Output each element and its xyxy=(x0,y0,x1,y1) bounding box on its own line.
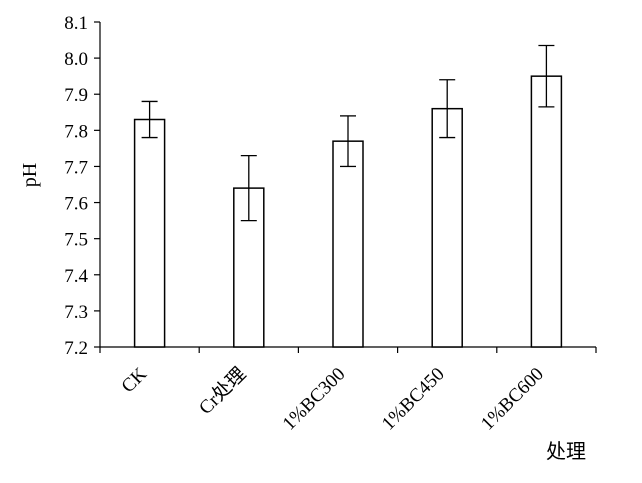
error-bar-2 xyxy=(340,115,356,168)
x-tick-label: 1%BC600 xyxy=(477,364,548,435)
bar-0 xyxy=(133,118,166,348)
y-axis-label: pH xyxy=(19,163,41,187)
y-tick-label: 7.5 xyxy=(64,230,88,251)
x-tick-label: CK xyxy=(118,363,152,397)
y-tick-label: 7.2 xyxy=(64,338,88,359)
x-axis-ticks: CK Cr处理 1%BC300 1%BC450 1%BC600 xyxy=(99,347,597,435)
y-tick-label: 8.1 xyxy=(64,13,88,34)
y-tick-label: 7.4 xyxy=(64,266,88,287)
error-bar-3 xyxy=(439,79,456,139)
error-bar-0 xyxy=(141,100,158,139)
x-axis-label: 处理 xyxy=(546,440,586,463)
y-tick-label: 7.7 xyxy=(64,157,88,178)
bar-4 xyxy=(530,75,563,348)
x-tick-label: 1%BC300 xyxy=(279,364,350,435)
error-bar-4 xyxy=(538,44,555,108)
y-tick-label: 7.9 xyxy=(64,85,88,106)
y-tick-label: 8.0 xyxy=(64,49,88,70)
y-axis-ticks: 7.2 7.3 7.4 7.5 7.6 7.7 7.8 7.9 8.0 8.1 xyxy=(64,13,100,359)
y-tick-label: 7.3 xyxy=(64,302,88,323)
x-tick-label: 1%BC450 xyxy=(378,364,449,435)
y-tick-label: 7.8 xyxy=(64,121,88,142)
bar-2 xyxy=(332,140,364,348)
y-tick-label: 7.6 xyxy=(64,194,88,215)
error-bar-1 xyxy=(240,154,257,222)
error-bars xyxy=(141,44,555,222)
bar-3 xyxy=(431,107,463,348)
x-tick-label: Cr处理 xyxy=(194,363,250,419)
